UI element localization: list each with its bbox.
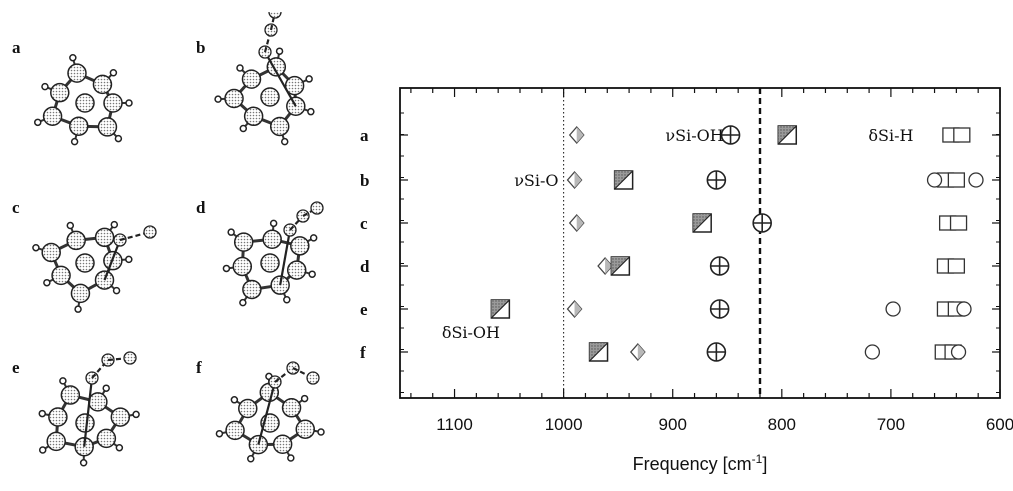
x-axis-label: Frequency [cm-1] — [633, 452, 768, 474]
x-axis-label-text: Frequency [cm — [633, 454, 752, 474]
molecule-image-f — [215, 361, 325, 463]
molecule-image-b — [214, 12, 315, 146]
circle-point-b — [968, 172, 984, 188]
diamond-point-b — [566, 171, 583, 189]
square-point-a — [953, 127, 971, 143]
annotation-label: νSi-OH — [665, 126, 723, 145]
structure-label-b: b — [196, 38, 206, 57]
x-axis-label-superscript: -1 — [752, 452, 763, 466]
y-category-label-d: d — [360, 257, 370, 276]
circle-point-e — [956, 301, 972, 317]
structure-label-a: a — [12, 38, 21, 57]
molecular-structures-panel: a b c d e f — [0, 0, 345, 491]
annotation-label: δSi-OH — [442, 323, 500, 342]
y-category-label-b: b — [360, 171, 369, 190]
circle-plus-point-a — [720, 125, 741, 145]
structure-label-c: c — [12, 198, 20, 217]
plot-frame — [399, 87, 1001, 399]
y-category-label-e: e — [360, 300, 368, 319]
square-point-d — [947, 258, 966, 274]
circle-plus-point-f — [706, 342, 727, 362]
molecule-image-d — [222, 201, 324, 307]
square-point-b — [947, 172, 966, 188]
square-point-c — [949, 215, 968, 231]
annotation-label: δSi-H — [868, 126, 913, 145]
circle-plus-point-e — [709, 299, 730, 319]
x-tick-label: 700 — [877, 415, 905, 434]
square-half-point-b — [613, 170, 634, 190]
diamond-point-e — [566, 300, 583, 318]
diamond-point-a — [568, 126, 585, 144]
square-half-point-a — [777, 125, 798, 145]
x-tick-label: 1100 — [436, 415, 473, 434]
y-category-label-a: a — [360, 126, 369, 145]
square-half-point-d — [610, 256, 631, 276]
annotation-label: νSi-O — [514, 171, 558, 190]
diamond-point-c — [568, 214, 585, 232]
y-category-label-f: f — [360, 343, 366, 362]
circle-point-e — [885, 301, 901, 317]
diamond-point-d — [597, 257, 613, 275]
structure-label-d: d — [196, 198, 206, 217]
molecule-image-c — [32, 220, 157, 313]
square-half-point-c — [692, 213, 712, 233]
diamond-point-f — [629, 343, 646, 361]
y-category-label-c: c — [360, 214, 368, 233]
circle-point-f — [950, 344, 967, 360]
circle-point-b — [926, 172, 943, 188]
x-tick-label: 800 — [768, 415, 796, 434]
structure-label-f: f — [196, 358, 202, 377]
circle-plus-point-c — [752, 213, 772, 233]
molecule-image-e — [38, 351, 140, 467]
x-axis-label-suffix: ] — [762, 454, 767, 474]
circle-plus-point-b — [706, 170, 727, 190]
circle-point-f — [864, 344, 881, 360]
x-tick-label: 900 — [659, 415, 687, 434]
square-half-point-f — [588, 342, 609, 362]
frequency-chart: 1100 1000 900 800 700 600 a b c d e f Frequency [cm-… — [360, 87, 1013, 474]
structure-label-e: e — [12, 358, 20, 377]
x-tick-label: 1000 — [545, 415, 583, 434]
circle-plus-point-d — [709, 256, 730, 276]
x-tick-label: 600 — [986, 415, 1013, 434]
molecule-image-a — [34, 53, 133, 146]
square-half-point-e — [490, 299, 511, 319]
